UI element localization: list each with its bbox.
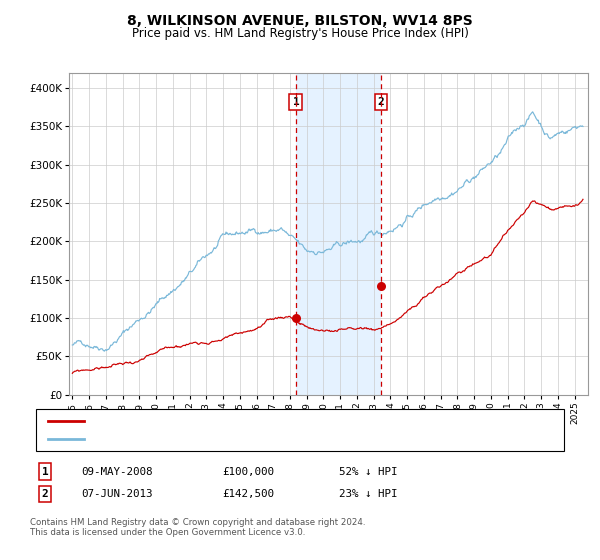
Text: 8, WILKINSON AVENUE, BILSTON, WV14 8PS (detached house): 8, WILKINSON AVENUE, BILSTON, WV14 8PS (…: [93, 417, 403, 426]
Text: 09-MAY-2008: 09-MAY-2008: [81, 466, 152, 477]
Bar: [296, 73, 381, 395]
Text: 2: 2: [377, 97, 385, 107]
Text: 07-JUN-2013: 07-JUN-2013: [81, 489, 152, 499]
Text: Contains HM Land Registry data © Crown copyright and database right 2024.
This d: Contains HM Land Registry data © Crown c…: [30, 518, 365, 538]
Text: Price paid vs. HM Land Registry's House Price Index (HPI): Price paid vs. HM Land Registry's House …: [131, 27, 469, 40]
Text: £142,500: £142,500: [222, 489, 274, 499]
Text: HPI: Average price, detached house, Wolverhampton: HPI: Average price, detached house, Wolv…: [93, 434, 356, 444]
Text: 1: 1: [293, 97, 299, 107]
Text: 8, WILKINSON AVENUE, BILSTON, WV14 8PS: 8, WILKINSON AVENUE, BILSTON, WV14 8PS: [127, 14, 473, 28]
Text: 52% ↓ HPI: 52% ↓ HPI: [339, 466, 397, 477]
Text: 2: 2: [41, 489, 49, 499]
Text: 23% ↓ HPI: 23% ↓ HPI: [339, 489, 397, 499]
Text: £100,000: £100,000: [222, 466, 274, 477]
Text: 1: 1: [41, 466, 49, 477]
